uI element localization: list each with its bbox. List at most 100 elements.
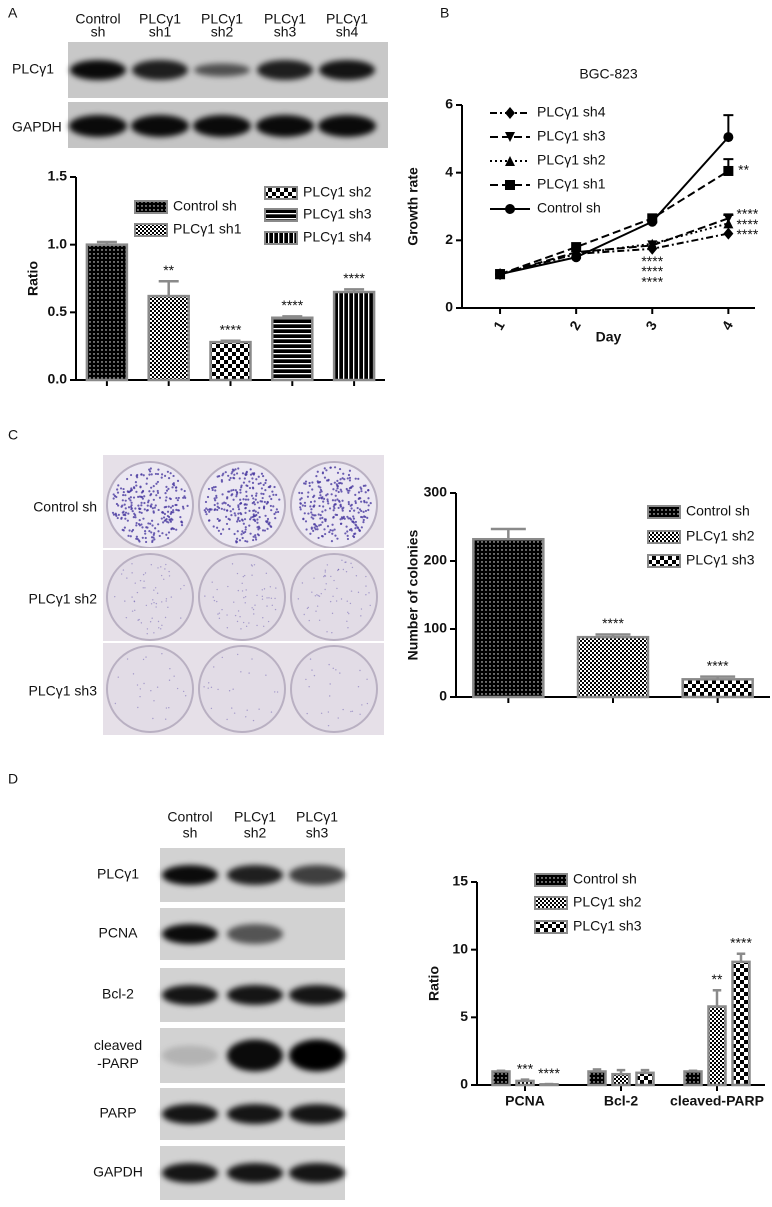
y-axis-label: Ratio xyxy=(25,261,41,296)
colony xyxy=(310,508,313,511)
colony xyxy=(261,529,265,532)
colony xyxy=(236,530,239,533)
error-bar xyxy=(700,675,736,680)
colony xyxy=(231,563,234,565)
colony xyxy=(150,486,153,489)
colony xyxy=(215,496,218,499)
y-tick-label: 100 xyxy=(424,620,448,636)
colony xyxy=(319,486,322,489)
colony xyxy=(168,679,171,681)
colony xyxy=(176,479,180,482)
colony xyxy=(260,487,264,490)
blot-band xyxy=(69,115,127,137)
colony xyxy=(135,474,138,478)
colony xyxy=(213,503,216,507)
colony xyxy=(134,609,136,612)
colony xyxy=(357,491,361,494)
colony xyxy=(143,580,145,582)
bar xyxy=(587,1070,607,1087)
colony xyxy=(324,509,327,512)
colony xyxy=(144,587,146,589)
bar xyxy=(681,678,754,699)
colony xyxy=(217,519,221,522)
colony xyxy=(306,495,310,498)
colony xyxy=(340,490,343,493)
colony xyxy=(145,526,148,529)
colony xyxy=(235,472,239,475)
colony xyxy=(141,497,144,500)
colony xyxy=(257,475,260,478)
colony xyxy=(126,577,128,579)
colony xyxy=(255,478,258,481)
legend-label: PLCγ1 sh2 xyxy=(686,528,755,544)
colony xyxy=(251,481,255,484)
colony xyxy=(216,588,218,591)
colony xyxy=(304,480,308,483)
colony xyxy=(268,486,271,489)
colony xyxy=(352,534,355,538)
colony xyxy=(184,496,187,499)
colony xyxy=(338,467,342,471)
colony xyxy=(221,474,224,477)
colony xyxy=(358,529,361,532)
colony xyxy=(236,620,239,623)
colony xyxy=(244,602,246,604)
well xyxy=(198,645,286,733)
row-label: GAPDH xyxy=(93,1164,143,1180)
colony xyxy=(114,595,116,598)
colony xyxy=(124,511,128,514)
colony xyxy=(331,612,334,615)
colony xyxy=(313,526,316,529)
x-tick-label: 1 xyxy=(490,318,508,333)
colony xyxy=(251,477,254,480)
colony xyxy=(246,709,248,711)
blot-band xyxy=(289,1039,345,1072)
colony xyxy=(265,572,268,575)
colony xyxy=(305,678,307,681)
x-tick-label: PCNA xyxy=(505,1093,545,1109)
colony xyxy=(236,520,239,523)
colony xyxy=(161,601,163,603)
colony xyxy=(249,518,252,521)
colony xyxy=(161,532,164,535)
colony xyxy=(366,678,368,680)
colony xyxy=(138,511,141,514)
colony xyxy=(120,573,123,575)
colony xyxy=(354,527,357,530)
colony xyxy=(139,485,142,488)
legend-label: Control sh xyxy=(686,503,750,519)
colony xyxy=(318,480,322,484)
colony xyxy=(367,497,370,500)
colony xyxy=(341,517,344,520)
colony xyxy=(168,575,171,577)
colony xyxy=(204,500,208,504)
colony xyxy=(174,503,177,507)
y-tick-label: 4 xyxy=(445,163,453,179)
colony xyxy=(207,682,210,684)
colony xyxy=(348,469,352,472)
colony xyxy=(333,507,336,510)
legend-swatch xyxy=(647,505,681,519)
colony xyxy=(312,495,315,499)
colony xyxy=(244,498,248,501)
colony xyxy=(214,489,217,492)
series-line xyxy=(499,232,729,276)
colony xyxy=(270,711,273,713)
colony xyxy=(366,516,369,519)
colony xyxy=(351,520,354,523)
colony xyxy=(345,525,348,528)
colony xyxy=(234,614,237,617)
colony xyxy=(240,628,242,630)
colony xyxy=(303,613,305,616)
colony xyxy=(220,479,223,482)
row-label: cleaved xyxy=(94,1037,142,1053)
colony xyxy=(273,485,276,489)
colony xyxy=(309,505,312,508)
colony xyxy=(149,492,153,496)
colony xyxy=(328,663,330,666)
colony xyxy=(213,497,216,500)
colony xyxy=(257,534,260,537)
lane-label: PLCγ1 xyxy=(139,11,181,27)
colony xyxy=(241,472,245,475)
colony xyxy=(156,472,160,476)
